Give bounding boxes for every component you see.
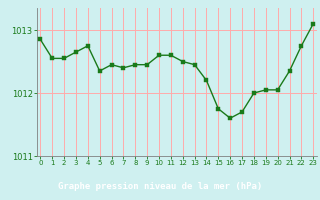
Text: Graphe pression niveau de la mer (hPa): Graphe pression niveau de la mer (hPa)	[58, 182, 262, 191]
